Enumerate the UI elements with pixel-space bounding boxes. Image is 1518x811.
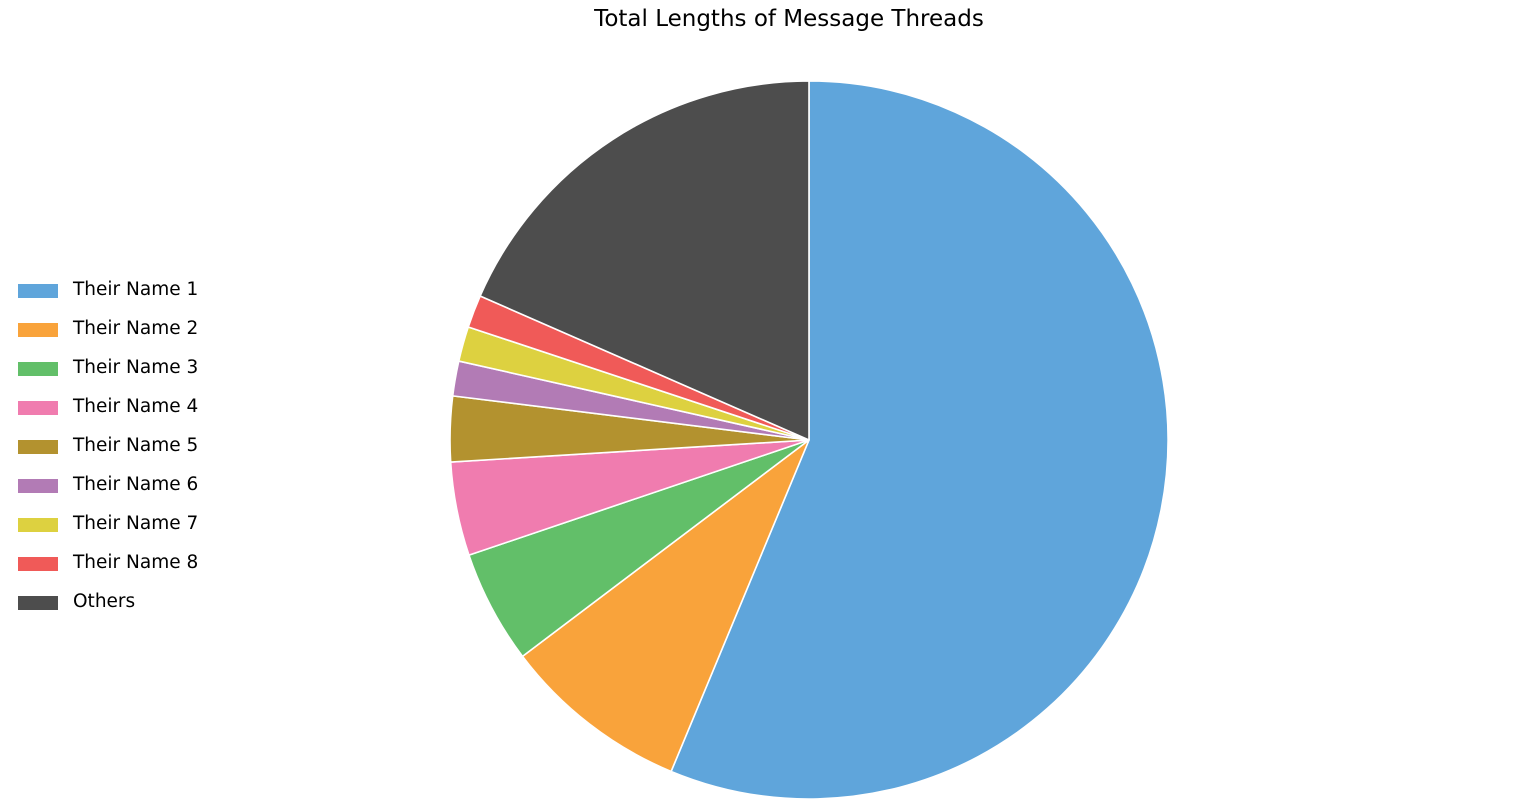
legend-item: Their Name 2 — [18, 310, 278, 349]
legend-label: Their Name 8 — [73, 552, 199, 574]
legend-swatch — [18, 283, 58, 298]
legend-swatch — [18, 517, 58, 532]
legend-swatch — [18, 400, 58, 415]
pie-slice-2 — [521, 439, 810, 773]
legend-label: Their Name 7 — [73, 513, 199, 535]
legend-item: Their Name 8 — [18, 544, 278, 583]
pie-slice-9 — [479, 80, 810, 441]
legend-label: Others — [73, 591, 136, 613]
legend-label: Their Name 6 — [73, 474, 199, 496]
legend-item: Their Name 4 — [18, 388, 278, 427]
legend-item: Their Name 5 — [18, 427, 278, 466]
legend-item: Others — [18, 583, 278, 622]
chart-title: Total Lengths of Message Threads — [594, 6, 984, 32]
legend-item: Their Name 6 — [18, 466, 278, 505]
legend-label: Their Name 3 — [73, 357, 199, 379]
pie-slice-1 — [670, 80, 1169, 800]
legend-swatch — [18, 556, 58, 571]
legend-swatch — [18, 361, 58, 376]
legend-label: Their Name 4 — [73, 396, 199, 418]
legend-swatch — [18, 478, 58, 493]
legend-swatch — [18, 595, 58, 610]
legend-item: Their Name 3 — [18, 349, 278, 388]
legend: Their Name 1 Their Name 2 Their Name 3 Thei… — [18, 271, 278, 622]
legend-label: Their Name 5 — [73, 435, 199, 457]
pie-slices — [449, 80, 1169, 800]
legend-item: Their Name 7 — [18, 505, 278, 544]
legend-swatch — [18, 439, 58, 454]
legend-swatch — [18, 322, 58, 337]
legend-label: Their Name 1 — [73, 279, 199, 301]
legend-item: Their Name 1 — [18, 271, 278, 310]
legend-label: Their Name 2 — [73, 318, 199, 340]
